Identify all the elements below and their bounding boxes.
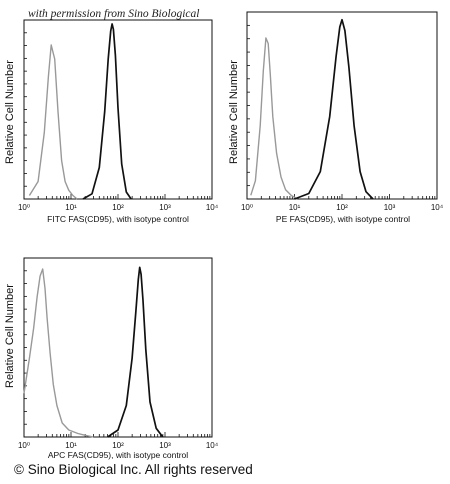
y-axis-label: Relative Cell Number bbox=[4, 60, 16, 164]
x-axis-label: APC FAS(CD95), with isotype control bbox=[48, 450, 188, 460]
y-axis-label: Relative Cell Number bbox=[4, 284, 16, 388]
plot-frame bbox=[246, 11, 438, 200]
fas-cd95-curve bbox=[107, 266, 164, 438]
x-tick-label: 10² bbox=[336, 203, 348, 212]
x-tick-label: 10⁴ bbox=[206, 441, 219, 450]
x-tick-label: 10⁴ bbox=[431, 203, 444, 212]
histogram-pe: Relative Cell Number PE FAS(CD95), with … bbox=[228, 11, 444, 224]
x-tick-label: 10⁰ bbox=[241, 203, 253, 212]
x-tick-label: 10¹ bbox=[65, 203, 77, 212]
x-tick-label: 10³ bbox=[159, 441, 171, 450]
y-axis-label: Relative Cell Number bbox=[228, 60, 240, 164]
isotype-control-curve bbox=[28, 44, 78, 200]
x-tick-label: 10⁰ bbox=[18, 441, 30, 450]
x-axis-label: PE FAS(CD95), with isotype control bbox=[276, 214, 410, 224]
histogram-apc: Relative Cell Number APC FAS(CD95), with… bbox=[4, 257, 219, 460]
x-tick-label: 10⁴ bbox=[206, 203, 219, 212]
x-tick-label: 10² bbox=[112, 203, 124, 212]
watermark: with permission from Sino Biological bbox=[28, 8, 200, 20]
x-axis-label: FITC FAS(CD95), with isotype control bbox=[47, 214, 189, 224]
fas-cd95-curve bbox=[294, 18, 374, 200]
x-tick-label: 10¹ bbox=[289, 203, 301, 212]
isotype-control-curve bbox=[23, 268, 94, 438]
isotype-control-curve bbox=[250, 37, 298, 200]
plot-frame bbox=[23, 257, 213, 438]
x-tick-label: 10³ bbox=[384, 203, 396, 212]
x-tick-label: 10³ bbox=[159, 203, 171, 212]
histogram-fitc: Relative Cell Number FITC FAS(CD95), wit… bbox=[4, 19, 219, 224]
x-tick-label: 10⁰ bbox=[18, 203, 30, 212]
x-tick-label: 10¹ bbox=[65, 441, 77, 450]
x-tick-label: 10² bbox=[112, 441, 124, 450]
fas-cd95-curve bbox=[82, 23, 132, 200]
copyright-notice: © Sino Biological Inc. All rights reserv… bbox=[14, 462, 253, 477]
